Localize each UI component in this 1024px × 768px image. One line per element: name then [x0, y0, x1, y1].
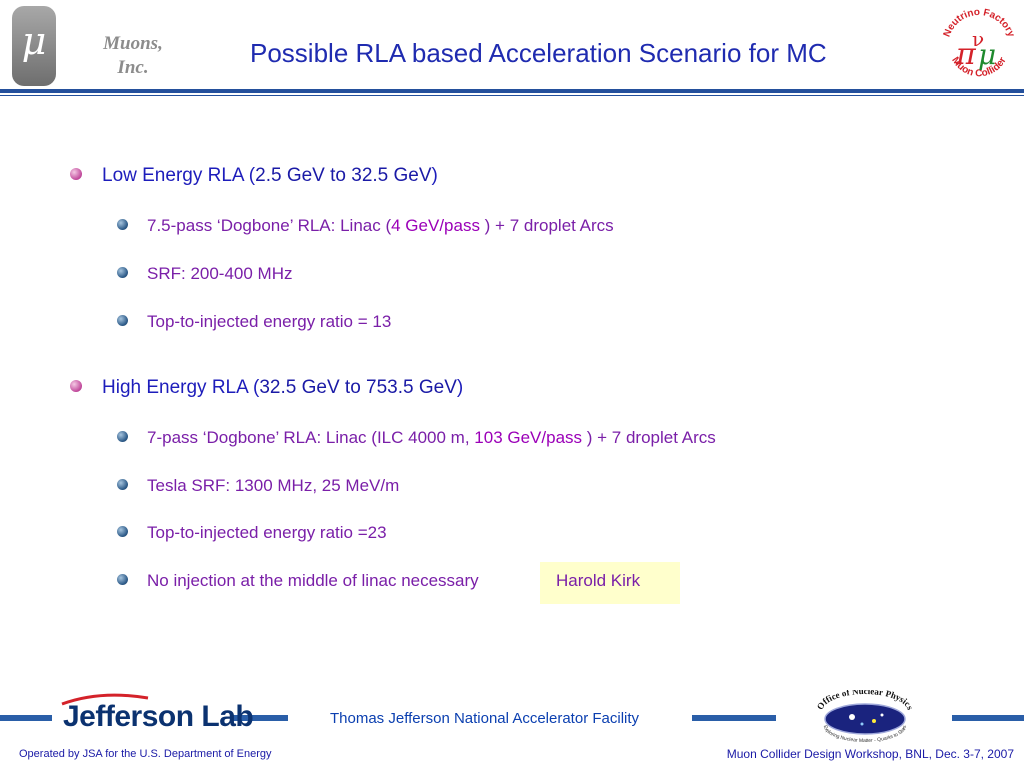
svg-text:ν: ν — [972, 27, 984, 51]
list-item: Top-to-injected energy ratio =23 — [117, 523, 387, 543]
bullet-dot-icon — [117, 526, 128, 537]
footer-bar — [952, 715, 1024, 721]
item-highlight: 4 GeV/pass — [391, 216, 480, 235]
svg-text:π: π — [955, 37, 977, 72]
item-highlight: 103 GeV/pass — [474, 428, 583, 447]
footer-bar — [692, 715, 776, 721]
item-text: 7.5-pass ‘Dogbone’ RLA: Linac ( — [147, 216, 392, 235]
bullet-dot-icon — [117, 479, 128, 490]
item-text: 7-pass ‘Dogbone’ RLA: Linac (ILC 4000 m, — [147, 428, 475, 447]
neutrino-factory-muon-collider-logo: Neutrino Factory Muon Collider π ν μ — [942, 7, 1017, 79]
item-text: Tesla SRF: 1300 MHz, 25 MeV/m — [147, 476, 400, 495]
jefferson-lab-logo: Jefferson Lab — [63, 700, 254, 733]
author-note: Harold Kirk — [556, 571, 641, 590]
bullet-low-energy-rla: Low Energy RLA (2.5 GeV to 32.5 GeV) — [70, 165, 438, 187]
bullet-dot-icon — [117, 315, 128, 326]
footer-bar — [232, 715, 288, 721]
list-item: SRF: 200-400 MHz — [117, 264, 293, 284]
item-text: Top-to-injected energy ratio = 13 — [147, 312, 392, 331]
bullet-dot-icon — [117, 219, 128, 230]
list-item: No injection at the middle of linac nece… — [117, 571, 479, 591]
bullet-dot-icon — [70, 168, 82, 180]
section-heading-open: ( — [243, 165, 256, 186]
footer-bar — [0, 715, 52, 721]
company-name-line1: Muons, — [103, 33, 163, 54]
item-text-post: ) + 7 droplet Arcs — [582, 428, 716, 447]
operated-by-text: Operated by JSA for the U.S. Department … — [19, 748, 272, 760]
company-name: Muons, Inc. — [88, 32, 178, 80]
item-text: SRF: 200-400 MHz — [147, 264, 293, 283]
header-rule — [0, 89, 1024, 93]
section-heading-close: ) — [431, 165, 438, 186]
section-heading: Low Energy RLA — [102, 165, 244, 186]
energy-range: 2.5 GeV to 32.5 GeV — [255, 165, 432, 186]
muons-inc-logo: μ — [12, 6, 56, 86]
svg-text:μ: μ — [978, 38, 996, 71]
bullet-dot-icon — [117, 574, 128, 585]
item-text: No injection at the middle of linac nece… — [147, 571, 479, 590]
item-text: Top-to-injected energy ratio =23 — [147, 523, 387, 542]
energy-range: 32.5 GeV to 753.5 GeV — [259, 377, 457, 398]
office-of-nuclear-physics-logo: Office of Nuclear Physics Exploring Nucl… — [815, 690, 916, 742]
note-box — [540, 562, 680, 604]
jefferson-lab-swoosh-icon — [61, 693, 149, 706]
item-text-post: ) + 7 droplet Arcs — [479, 216, 614, 235]
list-item: 7.5-pass ‘Dogbone’ RLA: Linac (4 GeV/pas… — [117, 216, 614, 236]
mu-symbol: μ — [21, 19, 47, 63]
slide-title: Possible RLA based Acceleration Scenario… — [250, 38, 827, 68]
workshop-text: Muon Collider Design Workshop, BNL, Dec.… — [726, 747, 1014, 761]
company-name-line2: Inc. — [117, 57, 149, 78]
section-heading: High Energy RLA — [102, 377, 248, 398]
bullet-dot-icon — [117, 267, 128, 278]
facility-name: Thomas Jefferson National Accelerator Fa… — [330, 710, 640, 727]
bullet-high-energy-rla: High Energy RLA (32.5 GeV to 753.5 GeV) — [70, 377, 464, 399]
list-item: 7-pass ‘Dogbone’ RLA: Linac (ILC 4000 m,… — [117, 428, 716, 448]
bullet-dot-icon — [117, 431, 128, 442]
header-rule-thin — [0, 95, 1024, 96]
section-heading-open: ( — [247, 377, 260, 398]
section-heading-close: ) — [456, 377, 464, 398]
list-item: Top-to-injected energy ratio = 13 — [117, 312, 392, 332]
list-item: Tesla SRF: 1300 MHz, 25 MeV/m — [117, 476, 400, 496]
bullet-dot-icon — [70, 380, 82, 392]
